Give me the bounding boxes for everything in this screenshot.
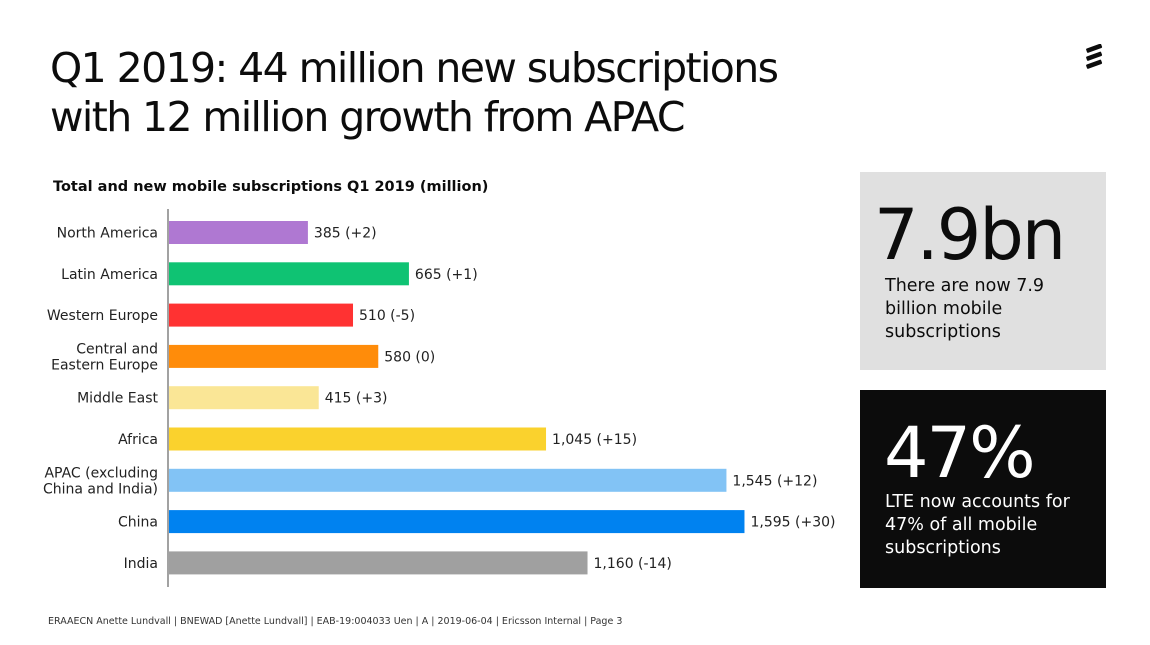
- stat-value-subscriptions: 7.9bn: [874, 194, 1066, 276]
- category-label-0: North America: [57, 226, 158, 242]
- value-label-3: 580 (0): [384, 349, 435, 365]
- bar-3: [169, 344, 379, 368]
- ericsson-logo-icon: [1086, 44, 1103, 69]
- bar-8: [169, 551, 588, 575]
- value-label-6: 1,545 (+12): [732, 473, 817, 489]
- bar-7: [169, 510, 745, 534]
- value-label-4: 415 (+3): [325, 391, 388, 407]
- title-line-1: Q1 2019: 44 million new subscriptions: [50, 44, 779, 92]
- category-label-5: Africa: [118, 432, 158, 448]
- chart-title: Total and new mobile subscriptions Q1 20…: [53, 179, 489, 195]
- category-label-8: India: [124, 556, 158, 572]
- title-line-2: with 12 million growth from APAC: [50, 93, 685, 141]
- value-label-5: 1,045 (+15): [552, 432, 637, 448]
- bar-5: [169, 427, 547, 451]
- value-label-0: 385 (+2): [314, 226, 377, 242]
- bar-0: [169, 221, 308, 244]
- bar-chart: 385 (+2) North America 665 (+1) Latin Ameri…: [43, 209, 835, 587]
- bar-1: [169, 262, 409, 286]
- stat-value-lte: 47%: [884, 412, 1036, 494]
- footer-text: ERAAECN Anette Lundvall | BNEWAD [Anette…: [48, 616, 623, 627]
- bar-2: [169, 303, 354, 327]
- category-label-7: China: [118, 515, 158, 531]
- bar-6: [169, 468, 727, 492]
- bar-4: [169, 386, 319, 410]
- stat-text-lte: LTE now accounts for 47% of all mobile s…: [885, 492, 1070, 558]
- category-label-2: Western Europe: [47, 308, 158, 324]
- page-title: Q1 2019: 44 million new subscriptions wi…: [50, 44, 870, 142]
- value-label-1: 665 (+1): [415, 267, 478, 283]
- stat-card-subscriptions: 7.9bn There are now 7.9 billion mobile s…: [860, 172, 1106, 370]
- value-label-8: 1,160 (-14): [594, 556, 672, 572]
- stat-card-lte: 47% LTE now accounts for 47% of all mobi…: [860, 390, 1106, 588]
- category-label-6: APAC (excluding China and India): [43, 465, 158, 497]
- category-label-1: Latin America: [61, 267, 158, 283]
- value-label-7: 1,595 (+30): [750, 515, 835, 531]
- value-label-2: 510 (-5): [359, 308, 415, 324]
- category-label-4: Middle East: [77, 391, 158, 407]
- stat-text-subscriptions: There are now 7.9 billion mobile subscri…: [885, 276, 1045, 342]
- category-label-3: Central and Eastern Europe: [51, 341, 158, 373]
